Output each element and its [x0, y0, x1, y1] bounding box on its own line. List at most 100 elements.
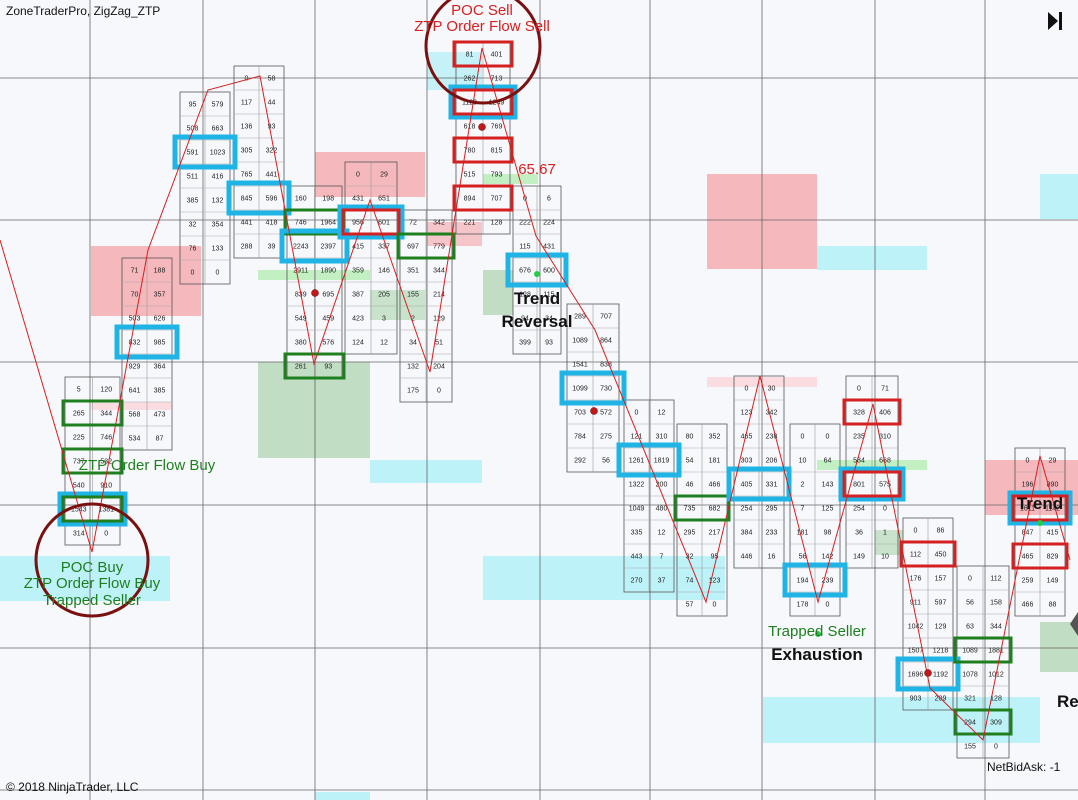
- ask-volume-label: 707: [491, 196, 503, 203]
- ask-volume-label: 793: [491, 172, 503, 179]
- ask-volume-label: 385: [154, 388, 166, 395]
- ask-volume-label: 12: [658, 530, 666, 537]
- ask-volume-label: 7: [660, 554, 664, 561]
- order-flow-highlight: [726, 466, 792, 502]
- order-flow-highlight: [448, 84, 518, 120]
- bid-volume-label: 0: [191, 270, 195, 277]
- order-flow-highlight: [283, 352, 346, 380]
- ask-volume-label: 58: [268, 76, 276, 83]
- bid-volume-label: 1261: [629, 458, 645, 465]
- bid-volume-label: 1099: [572, 386, 588, 393]
- ask-volume-label: 354: [212, 222, 224, 229]
- annotation-label: Trapped Seller: [768, 623, 866, 640]
- order-flow-highlight: [452, 88, 514, 116]
- ask-volume-label: 158: [990, 600, 1002, 607]
- ask-volume-label: 473: [154, 412, 166, 419]
- annotation-label: Exhaustion: [771, 645, 863, 664]
- bid-volume-label: 1049: [629, 506, 645, 513]
- bid-volume-label: 56: [799, 554, 807, 561]
- bid-volume-label: 46: [686, 482, 694, 489]
- bid-volume-label: 321: [964, 696, 976, 703]
- ask-volume-label: 6: [547, 196, 551, 203]
- footprint-bar: 0 86 112 450 176 157 911 597 1042 129 1507 1218 1696…: [902, 517, 954, 711]
- order-flow-highlight: [452, 40, 514, 68]
- bid-volume-label: 80: [686, 434, 694, 441]
- order-flow-highlight: [673, 494, 731, 522]
- bid-volume-label: 112: [910, 552, 921, 559]
- ask-volume-label: 1142: [1045, 506, 1060, 513]
- order-flow-highlight: [559, 370, 627, 406]
- bid-volume-label: 399: [519, 340, 531, 347]
- order-flow-highlight: [842, 470, 902, 498]
- footprint-bar: 0 0 10 64 2 143 7 125 181 98 56 142 194 239 178 0: [789, 423, 841, 617]
- bid-volume-label: 259: [1022, 578, 1034, 585]
- bid-volume-label: 160: [295, 196, 307, 203]
- ask-volume-label: 575: [879, 482, 891, 489]
- order-flow-highlight: [337, 204, 405, 240]
- scroll-marker-icon: [1070, 612, 1078, 636]
- ask-volume-label: 322: [266, 148, 278, 155]
- bid-volume-label: 335: [631, 530, 643, 537]
- ask-volume-label: 668: [879, 458, 891, 465]
- bid-volume-label: 746: [295, 220, 307, 227]
- footprint-bar: 5 120 265 344 225 746 737 532 540 910 1543 1381 314 0: [64, 376, 121, 546]
- ask-volume-label: 1881: [988, 648, 1004, 655]
- bid-volume-label: 780: [464, 148, 476, 155]
- ask-volume-label: 352: [709, 434, 721, 441]
- annotation-label: ZTP Order Flow Sell: [414, 18, 550, 35]
- bid-volume-label: 387: [352, 292, 364, 299]
- bid-volume-label: 1541: [572, 362, 588, 369]
- price-zone: [0, 556, 170, 601]
- ask-volume-label: 224: [543, 220, 555, 227]
- ask-volume-label: 572: [600, 410, 612, 417]
- bid-volume-label: 254: [853, 506, 865, 513]
- ask-volume-label: 37: [658, 578, 666, 585]
- bid-volume-label: 380: [295, 340, 307, 347]
- ask-volume-label: 112: [990, 576, 1001, 583]
- ask-volume-label: 128: [990, 696, 1002, 703]
- bid-volume-label: 676: [519, 268, 531, 275]
- ask-volume-label: 0: [826, 434, 830, 441]
- bid-volume-label: 270: [631, 578, 643, 585]
- copyright-text: © 2018 NinjaTrader, LLC: [6, 780, 139, 794]
- bid-volume-label: 0: [356, 172, 360, 179]
- ask-volume-label: 34: [545, 316, 553, 323]
- bid-volume-label: 515: [464, 172, 476, 179]
- bid-volume-label: 181: [797, 530, 809, 537]
- poc-buy-circle: [34, 502, 150, 618]
- order-flow-highlight: [782, 562, 848, 598]
- skip-forward-icon[interactable]: [1046, 10, 1064, 32]
- ask-volume-label: 2397: [320, 244, 336, 251]
- price-zone: [91, 402, 171, 410]
- poc-dot-marker: [590, 407, 598, 415]
- bid-volume-label: 32: [189, 222, 197, 229]
- ask-volume-label: 51: [435, 340, 443, 347]
- bid-volume-label: 0: [857, 386, 861, 393]
- trend-dot-marker: [815, 631, 821, 637]
- bid-volume-label: 431: [352, 196, 364, 203]
- ask-volume-label: 56: [602, 458, 610, 465]
- ask-volume-label: 188: [154, 268, 166, 275]
- ask-volume-label: 204: [433, 364, 445, 371]
- ask-volume-label: 1023: [210, 150, 226, 157]
- ask-volume-label: 779: [433, 244, 445, 251]
- poc-sell-circle: [424, 0, 542, 105]
- ask-volume-label: 39: [268, 244, 276, 251]
- bid-volume-label: 549: [295, 316, 307, 323]
- order-flow-highlight: [838, 466, 906, 502]
- bid-volume-label: 115: [519, 244, 530, 251]
- ask-volume-label: 115: [543, 292, 554, 299]
- ask-volume-label: 88: [1049, 602, 1057, 609]
- bid-volume-label: 1129: [462, 100, 477, 107]
- ask-volume-label: 0: [713, 602, 717, 609]
- ask-volume-label: 406: [879, 410, 891, 417]
- ask-volume-label: 418: [266, 220, 278, 227]
- ask-volume-label: 87: [156, 436, 164, 443]
- ask-volume-label: 344: [433, 268, 445, 275]
- order-flow-highlight: [452, 184, 514, 212]
- bid-volume-label: 294: [964, 720, 976, 727]
- ask-volume-label: 0: [994, 744, 998, 751]
- ask-volume-label: 295: [766, 506, 778, 513]
